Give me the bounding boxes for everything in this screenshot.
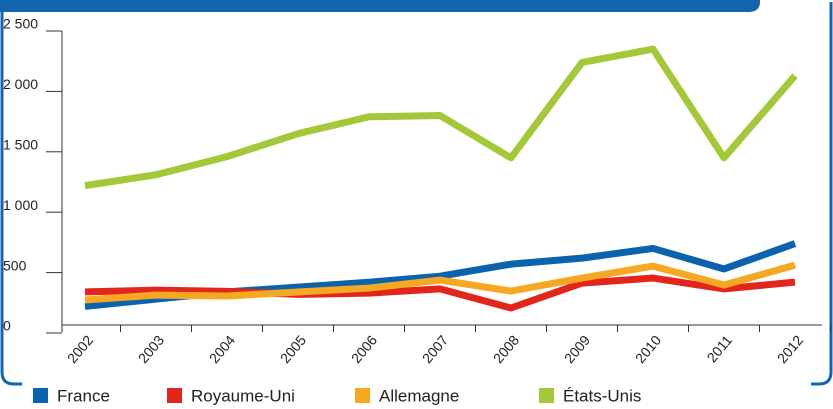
x-tick-label: 2011 bbox=[704, 332, 736, 366]
legend-label: États-Unis bbox=[563, 386, 641, 405]
y-tick-label: 1 000 bbox=[3, 197, 38, 213]
x-tick-label: 2010 bbox=[632, 332, 664, 366]
y-tick-label: 500 bbox=[3, 257, 27, 273]
x-tick-label: 2002 bbox=[64, 332, 96, 366]
legend-swatch bbox=[33, 388, 48, 403]
x-tick-label: 2005 bbox=[277, 332, 309, 366]
series-line bbox=[84, 45, 798, 190]
x-tick-label: 2003 bbox=[135, 332, 167, 366]
x-tick-label: 2007 bbox=[419, 332, 451, 366]
x-tick-label: 2012 bbox=[774, 332, 806, 366]
legend-swatch bbox=[539, 388, 554, 403]
y-tick-label: 0 bbox=[3, 318, 11, 334]
legend: France Royaume-Uni Allemagne États-Unis bbox=[33, 386, 641, 405]
y-tick-label: 2 500 bbox=[3, 16, 38, 32]
x-tick-label: 2004 bbox=[206, 332, 238, 366]
legend-swatch bbox=[167, 388, 182, 403]
series-line bbox=[84, 261, 796, 304]
y-tick-label: 1 500 bbox=[3, 137, 38, 153]
legend-label: Allemagne bbox=[379, 386, 459, 405]
header-band bbox=[0, 0, 760, 12]
legend-label: Royaume-Uni bbox=[191, 386, 295, 405]
frame-left bbox=[0, 12, 22, 386]
frame-right bbox=[811, 2, 833, 386]
x-tick-label: 2008 bbox=[490, 332, 522, 366]
x-tick-label: 2009 bbox=[561, 332, 593, 366]
y-tick-label: 2 000 bbox=[3, 76, 38, 92]
legend-swatch bbox=[355, 388, 370, 403]
series-line bbox=[84, 274, 796, 312]
x-tick-label: 2006 bbox=[348, 332, 380, 366]
legend-label: France bbox=[57, 386, 110, 405]
